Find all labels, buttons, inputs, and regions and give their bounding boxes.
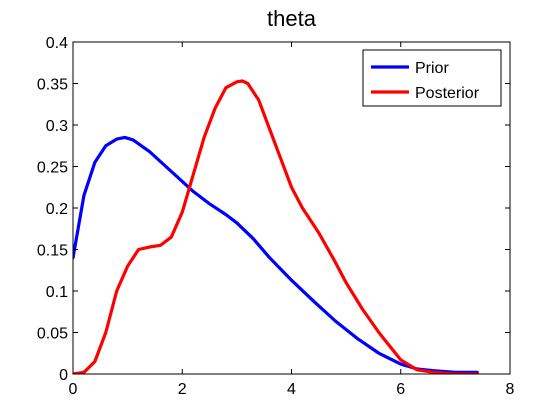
series-line-posterior xyxy=(73,79,479,374)
y-tick-label: 0.35 xyxy=(37,77,68,94)
plot-area xyxy=(73,79,479,374)
axes: 0 2 4 6 8 0 0.05 0.1 0.15 0.2 0.25 0.3 0.35 0.4 xyxy=(37,35,515,398)
y-tick-label: 0.05 xyxy=(37,326,68,343)
legend-box xyxy=(362,49,502,107)
legend-label-posterior: Posterior xyxy=(415,85,480,102)
series-line-prior xyxy=(73,135,479,374)
legend-label-prior: Prior xyxy=(415,60,449,77)
x-tick-label: 6 xyxy=(396,381,405,398)
chart-title: theta xyxy=(267,6,317,31)
y-tick-label: 0.25 xyxy=(37,160,68,177)
x-tick-label: 0 xyxy=(69,381,78,398)
y-tick-label: 0.1 xyxy=(46,284,68,301)
x-tick-label: 4 xyxy=(287,381,296,398)
y-tick-label: 0.3 xyxy=(46,118,68,135)
legend: Prior Posterior xyxy=(362,49,502,107)
y-tick-label: 0.4 xyxy=(46,35,68,52)
y-tick-label: 0.15 xyxy=(37,243,68,260)
x-tick-label: 8 xyxy=(506,381,515,398)
y-tick-label: 0.2 xyxy=(46,201,68,218)
x-tick-label: 2 xyxy=(178,381,187,398)
y-tick-label: 0 xyxy=(59,367,68,384)
